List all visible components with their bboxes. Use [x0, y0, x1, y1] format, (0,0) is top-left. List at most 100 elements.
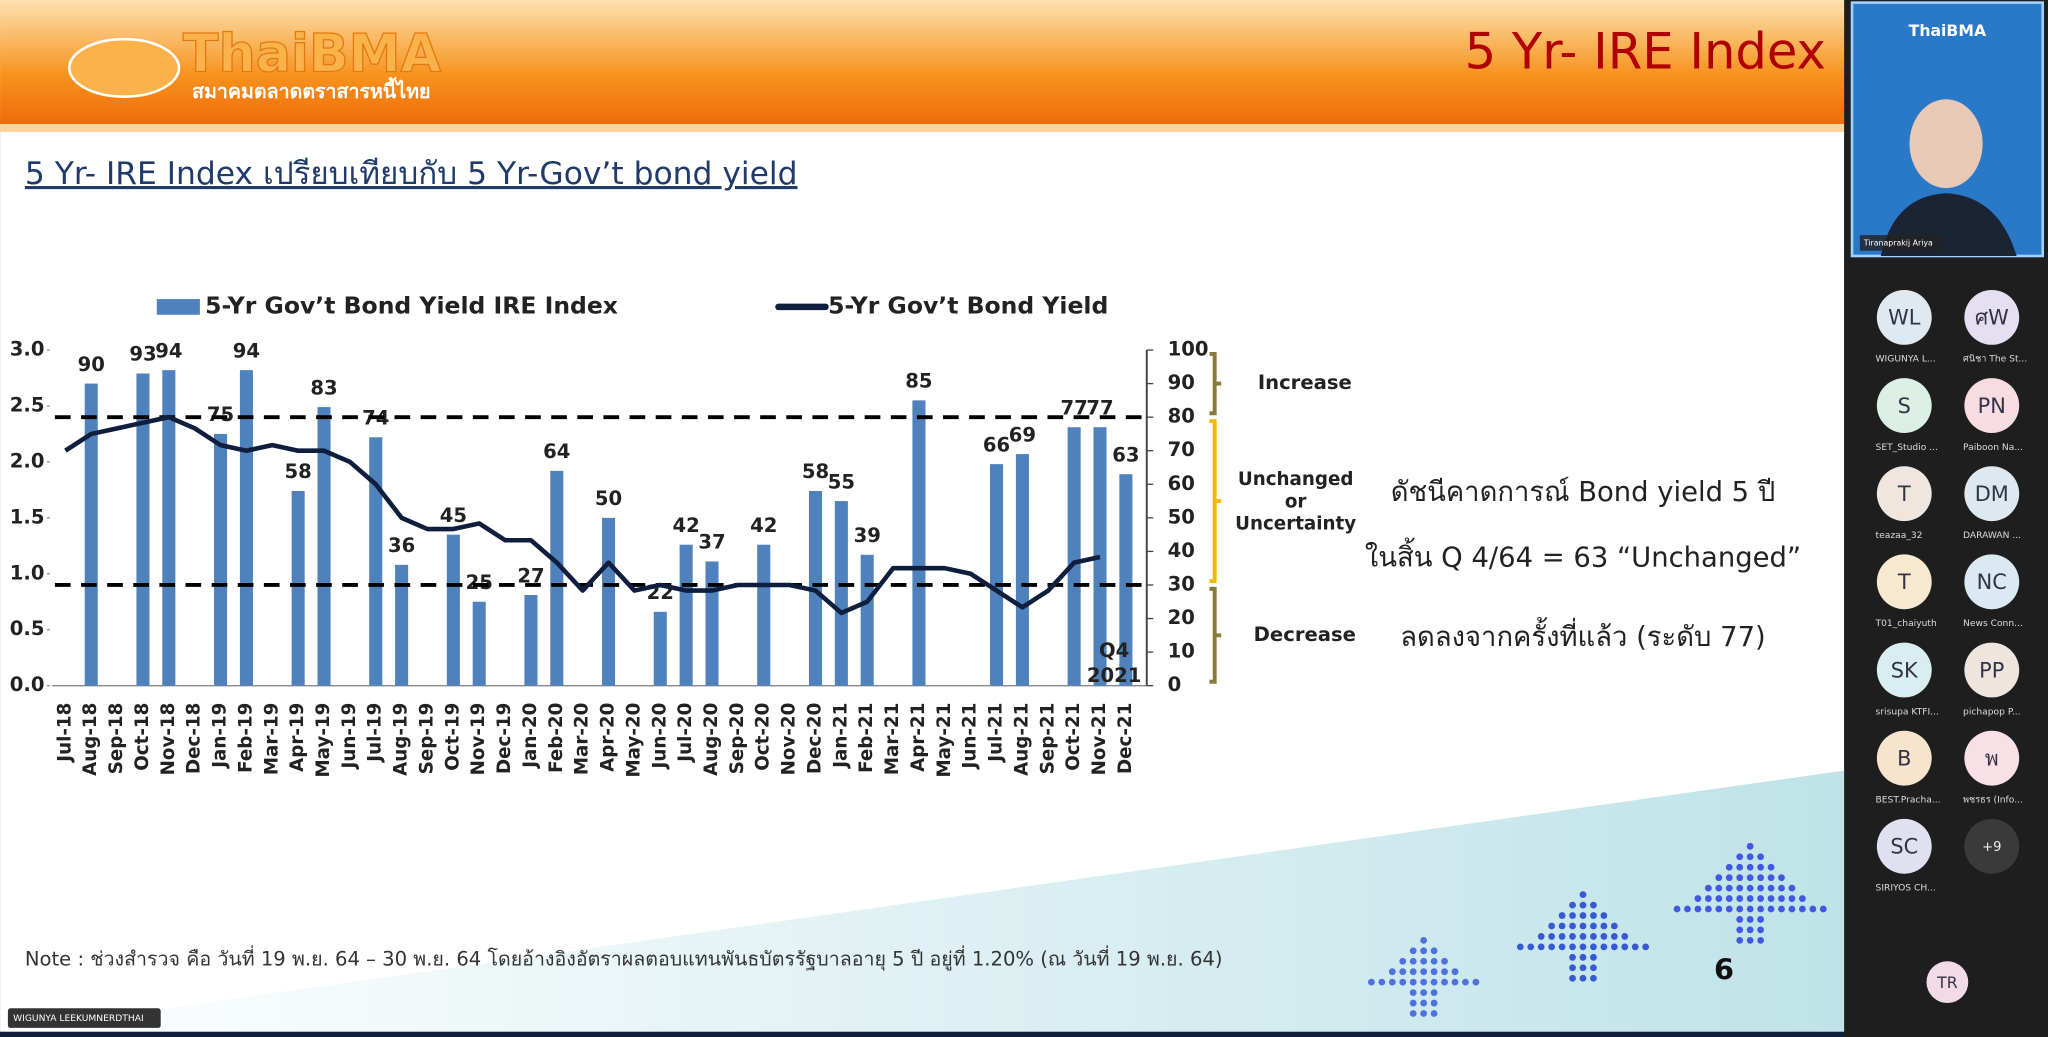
- x-tick-label: Mar-21: [882, 703, 903, 776]
- participant-initials: DM: [1975, 482, 2009, 506]
- bar-value-label: 27: [517, 564, 544, 587]
- arrow-dot: [1537, 943, 1545, 951]
- x-tick-label: Aug-20: [701, 703, 722, 776]
- participant-avatar[interactable]: [1876, 554, 1932, 610]
- arrow-dot: [1809, 905, 1817, 913]
- arrow-dot: [1579, 912, 1587, 919]
- x-tick-label: Feb-19: [235, 703, 256, 773]
- more-button[interactable]: [1964, 818, 2020, 874]
- x-tick-label: Jan-20: [520, 703, 541, 770]
- page-number: 6: [1714, 953, 1734, 987]
- arrow-dot: [1430, 989, 1438, 996]
- arrow-dot: [1430, 957, 1438, 965]
- y2-tick-label: 50: [1168, 505, 1195, 528]
- y-tick-label: 1.5: [10, 505, 45, 528]
- arrow-dot: [1704, 884, 1712, 892]
- participant-initials: T: [1897, 570, 1911, 594]
- x-tick-label: Sep-18: [106, 703, 127, 775]
- arrow-dot: [1378, 978, 1386, 986]
- arrow-dot: [1788, 895, 1796, 902]
- participant-avatar[interactable]: [1964, 378, 2020, 433]
- self-initials: TR: [1936, 973, 1958, 992]
- arrow-dot: [1409, 957, 1417, 965]
- arrow-dot: [1441, 968, 1448, 976]
- x-tick-label: Dec-20: [804, 703, 825, 774]
- participant-avatar[interactable]: [1964, 554, 2020, 610]
- arrow-dot: [1725, 905, 1733, 913]
- zone-label: Uncertainty: [1235, 514, 1356, 535]
- line-series: [64, 414, 1101, 616]
- bar-value-label: 25: [466, 571, 493, 594]
- participant-avatar[interactable]: [1876, 730, 1932, 786]
- participant-avatar[interactable]: [1964, 289, 2020, 345]
- arrow-dot: [1725, 863, 1733, 871]
- y-tick-label: 2.0: [10, 449, 45, 472]
- y2-tick-label: 30: [1168, 572, 1195, 595]
- arrow-dot: [1399, 968, 1407, 976]
- participant-avatar[interactable]: [1964, 730, 2020, 786]
- participant-avatar[interactable]: [1876, 642, 1932, 698]
- participant-avatar[interactable]: [1876, 378, 1932, 433]
- arrow-dot: [1548, 922, 1556, 930]
- participant-avatar[interactable]: [1876, 289, 1932, 345]
- arrow-dot: [1757, 905, 1765, 913]
- x-tick-label: Oct-19: [442, 703, 463, 771]
- arrow-dot: [1788, 884, 1796, 892]
- arrow-dot: [1451, 978, 1459, 986]
- zone-bracket: [1209, 419, 1222, 584]
- arrow-dot: [1537, 933, 1545, 940]
- participant-avatar[interactable]: [1964, 466, 2020, 522]
- x-tick-label: May-21: [934, 703, 955, 778]
- x-tick-label: Feb-20: [546, 703, 567, 773]
- bar-value-label: 42: [750, 514, 777, 537]
- logo-mark: [67, 37, 181, 98]
- logo: ThaiBMA: [183, 24, 442, 84]
- arrow-dot: [1610, 933, 1618, 940]
- arrow-dot: [1420, 1010, 1428, 1017]
- arrow-dot: [1704, 905, 1712, 913]
- y-tick-label: 0.0: [10, 673, 45, 696]
- participant-name: pichapop P...: [1963, 707, 2021, 717]
- participant-name: SET_Studio ...: [1876, 443, 1938, 453]
- y2-tick-label: 20: [1168, 606, 1195, 629]
- participant-name: srisupa KTFI...: [1876, 707, 1939, 717]
- arrow-dot: [1736, 926, 1744, 934]
- x-tick-label: Sep-19: [416, 703, 437, 775]
- arrow-dot: [1430, 947, 1438, 955]
- participant-name: Paiboon Na...: [1963, 443, 2023, 453]
- x-tick-label: Jul-21: [986, 703, 1007, 764]
- participant-name: WIGUNYA L...: [1876, 355, 1936, 365]
- arrow-dot: [1600, 912, 1608, 919]
- participant-avatar[interactable]: [1876, 466, 1932, 522]
- header-title: 5 Yr- IRE Index: [1465, 22, 1826, 80]
- participant-initials: ศW: [1975, 306, 2009, 330]
- y-tick-label: 2.5: [10, 393, 45, 416]
- arrow-dot: [1778, 905, 1785, 913]
- arrow-dot: [1409, 989, 1417, 996]
- arrow-dot: [1430, 999, 1438, 1007]
- participant-avatar[interactable]: [1964, 642, 2020, 698]
- bar: [1093, 427, 1107, 686]
- x-tick-label: Oct-20: [753, 703, 774, 771]
- arrow-dot: [1767, 884, 1775, 892]
- x-tick-label: Jul-19: [365, 703, 386, 764]
- x-tick-label: Apr-19: [287, 703, 308, 772]
- arrow-dot: [1746, 926, 1754, 934]
- bar-value-label: 39: [854, 524, 881, 547]
- arrow-dot: [1527, 943, 1535, 951]
- bar: [912, 400, 926, 686]
- arrow-dot: [1715, 884, 1723, 892]
- zone-label: or: [1285, 491, 1307, 512]
- bar: [369, 437, 383, 686]
- bar: [162, 370, 176, 686]
- x-tick-label: Sep-20: [727, 703, 748, 775]
- bar-value-label: 50: [595, 487, 622, 510]
- summary-line: ดัชนีคาดการณ์ Bond yield 5 ปี: [1391, 476, 1776, 508]
- participant-avatar[interactable]: [1876, 818, 1932, 874]
- x-tick-label: Mar-20: [572, 703, 593, 776]
- self-avatar: [1926, 961, 1969, 1004]
- bar-value-label: 94: [233, 339, 260, 362]
- header-band: [0, 0, 1845, 125]
- bar: [602, 517, 616, 686]
- bar: [214, 433, 228, 686]
